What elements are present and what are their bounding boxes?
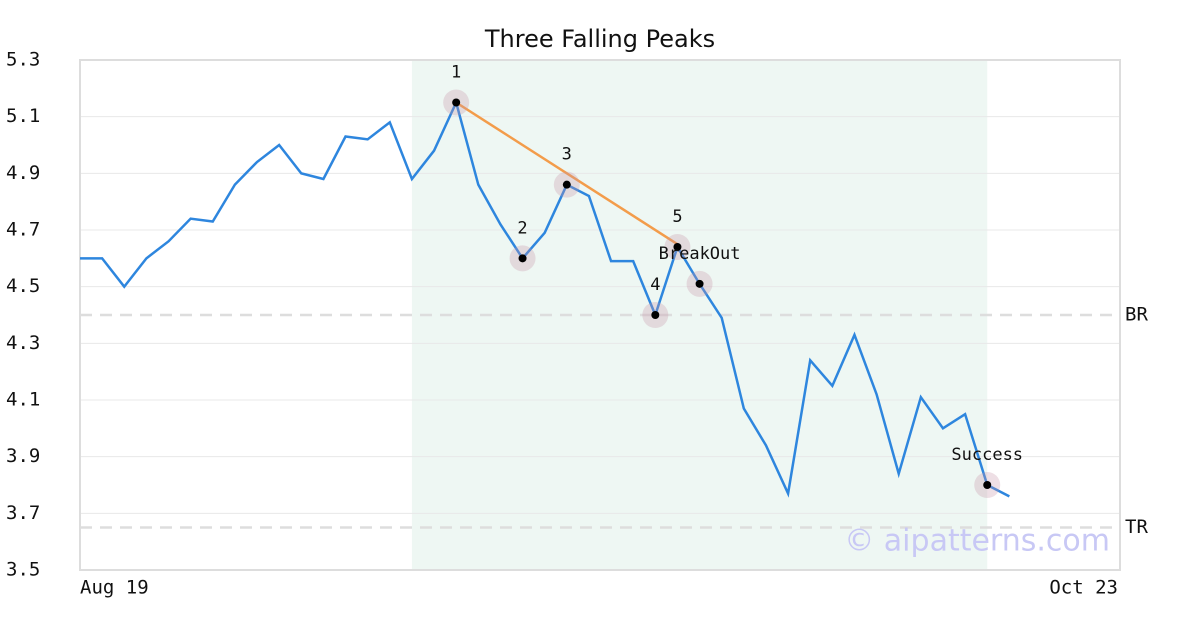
y-tick-label: 4.5: [6, 275, 40, 297]
point-label: BreakOut: [659, 244, 741, 264]
pattern-point: [452, 98, 461, 107]
point-label: 4: [650, 275, 660, 295]
y-tick-label: 3.7: [6, 502, 40, 524]
y-tick-label: 4.9: [6, 162, 40, 184]
level-label: BR: [1125, 304, 1148, 326]
trend-line: [455, 101, 679, 246]
y-tick-label: 3.5: [6, 559, 40, 581]
x-tick-label: Oct 23: [1049, 577, 1118, 599]
y-tick-label: 4.1: [6, 389, 40, 411]
y-tick-label: 3.9: [6, 445, 40, 467]
pattern-point: [562, 180, 571, 189]
chart-title: Three Falling Peaks: [484, 25, 715, 53]
pattern-point: [673, 243, 682, 251]
watermark: © aipatterns.com: [844, 524, 1110, 559]
pattern-point: [695, 279, 704, 288]
point-label: 1: [451, 63, 461, 83]
x-tick-label: Aug 19: [80, 577, 149, 599]
y-tick-label: 4.7: [6, 219, 40, 241]
point-label: Success: [951, 445, 1023, 465]
price-line: [80, 98, 1010, 498]
pattern-point: [518, 254, 527, 263]
y-tick-label: 5.3: [6, 49, 40, 71]
pattern-point: [651, 311, 660, 319]
pattern-point: [983, 481, 992, 489]
y-tick-label: 5.1: [6, 105, 40, 127]
point-label: 3: [562, 145, 572, 165]
point-label: 2: [517, 218, 527, 238]
point-label: 5: [672, 207, 682, 227]
y-tick-label: 4.3: [6, 332, 40, 354]
level-label: TR: [1125, 516, 1148, 538]
